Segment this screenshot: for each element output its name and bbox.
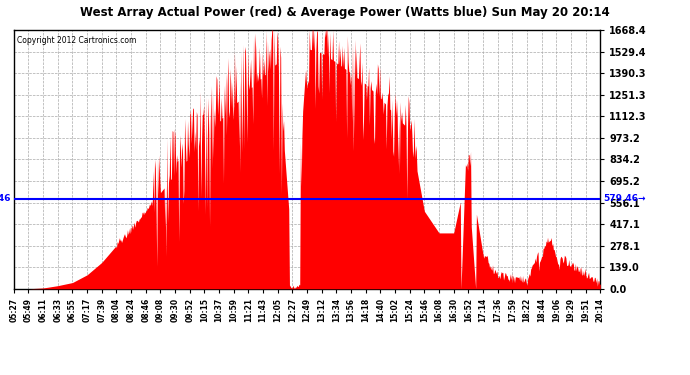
Text: Copyright 2012 Cartronics.com: Copyright 2012 Cartronics.com	[17, 36, 136, 45]
Text: West Array Actual Power (red) & Average Power (Watts blue) Sun May 20 20:14: West Array Actual Power (red) & Average …	[80, 6, 610, 19]
Text: 579.46→: 579.46→	[603, 194, 646, 203]
Text: ←579.46: ←579.46	[0, 194, 11, 203]
